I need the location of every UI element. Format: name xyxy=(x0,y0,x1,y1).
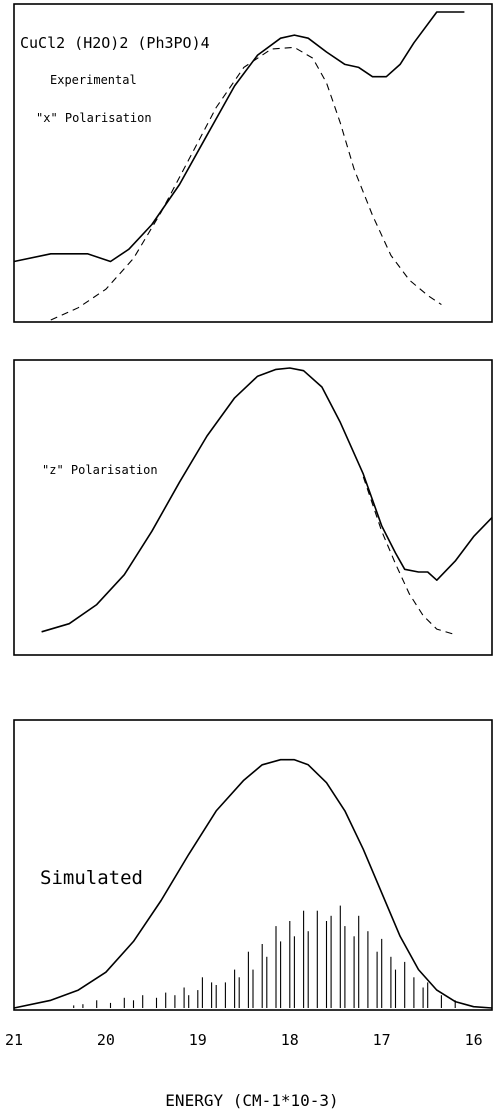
panel-3-plot xyxy=(13,758,493,1009)
panel-z-polarisation: "z" Polarisation xyxy=(13,359,493,656)
panel-2-plot xyxy=(41,367,493,636)
panel-2-frame xyxy=(13,359,493,656)
x-tick-label: 21 xyxy=(5,1031,23,1049)
x-tick-label: 19 xyxy=(189,1031,207,1049)
panel-3-series-1-line xyxy=(13,758,493,1009)
panel-1-title: CuCl2 (H2O)2 (Ph3PO)4 xyxy=(20,34,210,52)
x-tick-label: 20 xyxy=(97,1031,115,1049)
x-tick-label: 18 xyxy=(281,1031,299,1049)
panel-1-series-2-line xyxy=(50,46,442,321)
panel-1-frame xyxy=(13,3,493,323)
panel-3-label-simulated: Simulated xyxy=(40,867,143,889)
panel-3-frame xyxy=(13,719,493,1011)
panel-2-series-2-line xyxy=(362,476,456,636)
x-tick-label: 16 xyxy=(465,1031,483,1049)
panel-2-label-z-polarisation: "z" Polarisation xyxy=(42,463,158,477)
x-axis-title: ENERGY (CM-1*10-3) xyxy=(165,1091,338,1110)
panel-1-label-experimental: Experimental xyxy=(50,73,137,87)
x-axis: 21 20 19 18 17 16 xyxy=(5,1031,483,1049)
panel-1-label-x-polarisation: "x" Polarisation xyxy=(36,111,152,125)
panel-1-series-1-line xyxy=(13,11,465,263)
panel-1-plot xyxy=(13,11,465,321)
x-tick-label: 17 xyxy=(373,1031,391,1049)
panel-x-polarisation: CuCl2 (H2O)2 (Ph3PO)4 Experimental "x" P… xyxy=(13,3,493,323)
panel-simulated: Simulated xyxy=(13,719,493,1011)
panel-2-series-1-line xyxy=(41,367,493,633)
